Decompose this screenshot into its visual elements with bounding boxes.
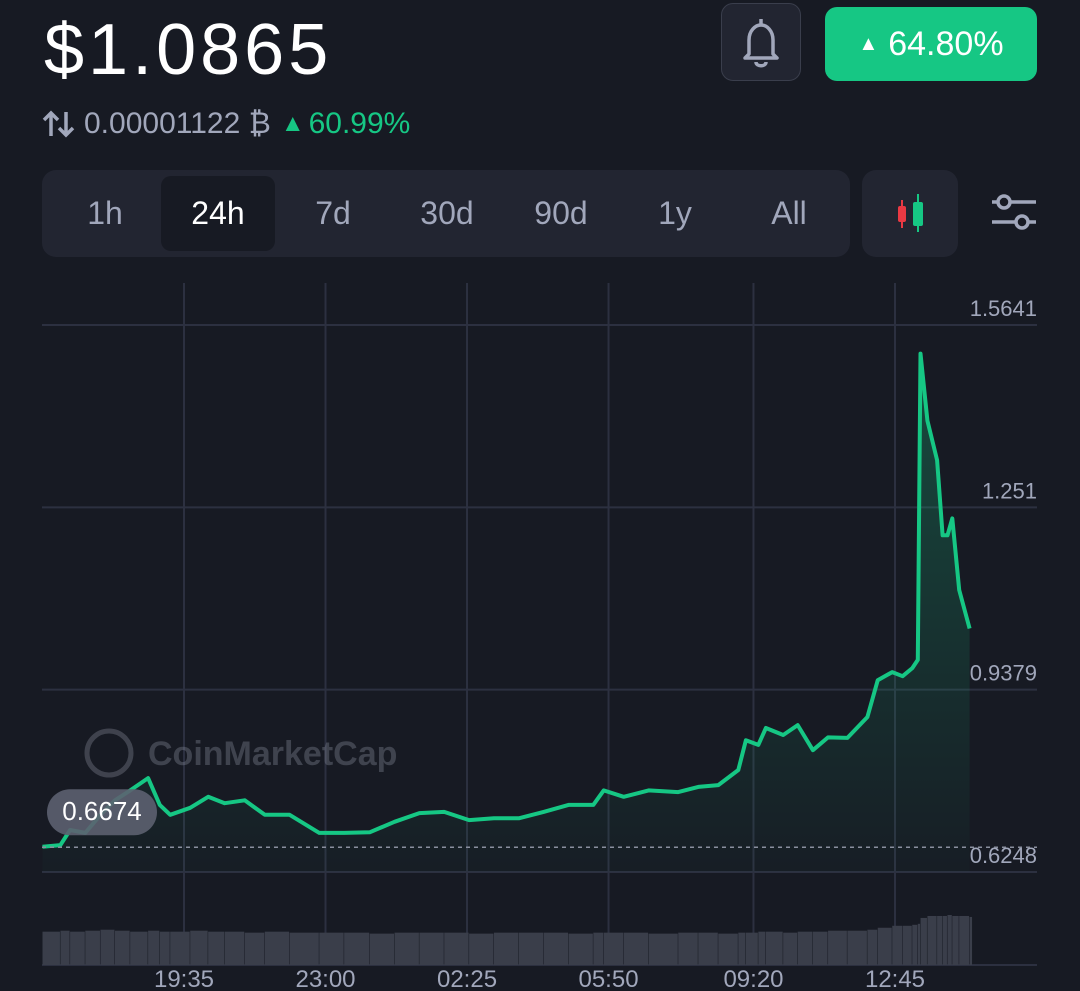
range-tab[interactable]: 7d xyxy=(315,195,351,231)
volume-bar xyxy=(765,931,783,965)
range-tab[interactable]: 1y xyxy=(658,195,692,231)
x-tick-label: 05:50 xyxy=(578,966,638,991)
btc-row: 0.00001122 ₿ ▲ 60.99% xyxy=(42,104,410,144)
candle-toggle[interactable] xyxy=(862,170,958,257)
volume-bar xyxy=(877,927,892,965)
volume-bar xyxy=(319,932,344,965)
swap-icon xyxy=(42,110,75,138)
volume-bar xyxy=(828,930,847,965)
volume-bar xyxy=(745,932,758,965)
volume-bar xyxy=(603,932,624,965)
change-value: 64.80% xyxy=(888,24,1004,63)
y-tick-label: 0.9379 xyxy=(970,661,1037,686)
volume-bar xyxy=(289,932,319,965)
candle-icon xyxy=(898,194,923,232)
volume-bar xyxy=(927,915,937,965)
watermark: CoinMarketCap xyxy=(84,728,397,778)
volume-bar xyxy=(369,933,395,965)
volume-bar xyxy=(130,931,148,965)
volume-bar xyxy=(912,924,918,965)
x-tick-label: 09:20 xyxy=(723,966,783,991)
settings-icon xyxy=(992,194,1036,230)
volume-bar xyxy=(208,931,225,965)
volume-bar xyxy=(952,915,959,965)
volume-bar xyxy=(593,932,604,965)
range-tab[interactable]: 1h xyxy=(87,195,123,231)
volume-bar xyxy=(892,925,903,965)
alert-button[interactable] xyxy=(721,3,801,81)
volume-bar xyxy=(469,933,494,965)
range-tab[interactable]: 30d xyxy=(420,195,474,231)
range-tab[interactable]: All xyxy=(771,195,807,231)
volume-bar xyxy=(190,930,208,965)
volume-bar xyxy=(718,933,738,965)
x-tick-label: 12:45 xyxy=(865,966,925,991)
volume-bar xyxy=(100,929,115,965)
volume-bar xyxy=(867,929,878,965)
volume-bar xyxy=(902,925,912,965)
price: $1.0865 xyxy=(44,10,333,90)
btc-change: 60.99% xyxy=(308,107,411,140)
volume-bar xyxy=(244,932,265,965)
volume-bar xyxy=(698,932,718,965)
volume-bar xyxy=(493,932,519,965)
volume-bar xyxy=(568,933,593,965)
volume-bar xyxy=(623,932,649,965)
volume-bar xyxy=(224,931,245,965)
volume-bar xyxy=(738,932,746,965)
reference-label: 0.6674 xyxy=(62,796,142,826)
volume-bar xyxy=(394,932,419,965)
volume-bar xyxy=(758,931,766,965)
volume-bar xyxy=(797,931,813,965)
volume-bar xyxy=(60,930,70,965)
volume-bar xyxy=(264,931,290,965)
range-tabs: 1h 24h 7d 30d 90d 1y All xyxy=(42,170,850,257)
volume-bar xyxy=(783,932,798,965)
volume-bar xyxy=(678,932,698,965)
y-tick-label: 1.251 xyxy=(982,478,1037,503)
btc-up-arrow: ▲ xyxy=(280,110,305,137)
volume-bar xyxy=(42,931,60,965)
volume-bar xyxy=(70,931,85,965)
volume-bar xyxy=(419,932,444,965)
volume-bar xyxy=(847,930,867,965)
volume-bar xyxy=(170,931,190,965)
volume-bar xyxy=(920,917,927,965)
price-chart: 19:35 23:00 02:25 05:50 09:20 12:45 1.5641 1.25… xyxy=(42,283,1037,991)
y-tick-label: 1.5641 xyxy=(970,296,1037,321)
volume-bar xyxy=(812,931,828,965)
volume-bar xyxy=(648,933,678,965)
bell-icon xyxy=(743,19,779,68)
price-line xyxy=(42,351,972,849)
volume-bar xyxy=(518,932,544,965)
reference-chip xyxy=(47,789,157,836)
volume-bar xyxy=(159,931,170,965)
x-tick-label: 02:25 xyxy=(437,966,497,991)
volume-bar xyxy=(85,930,100,965)
volume-bar xyxy=(114,930,130,965)
price-area xyxy=(42,353,970,873)
volume-bar xyxy=(543,932,568,965)
volume-bar xyxy=(148,930,160,965)
volume-bar xyxy=(444,932,469,965)
range-tab[interactable]: 90d xyxy=(534,195,588,231)
volume-bar xyxy=(917,923,921,965)
volume-bar xyxy=(959,915,970,965)
volume-bar xyxy=(344,932,370,965)
volume-bar xyxy=(969,916,973,965)
volume-bar xyxy=(942,915,947,965)
change-badge[interactable]: ▲ 64.80% xyxy=(825,7,1037,81)
range-tab[interactable]: 24h xyxy=(161,176,275,251)
btc-price: 0.00001122 ₿ xyxy=(84,107,271,140)
up-arrow: ▲ xyxy=(858,32,879,55)
x-tick-label: 19:35 xyxy=(154,966,214,991)
volume-bar xyxy=(947,915,952,965)
settings-button[interactable] xyxy=(988,188,1040,236)
watermark-logo xyxy=(84,728,134,778)
watermark-text: CoinMarketCap xyxy=(148,735,397,773)
x-tick-label: 23:00 xyxy=(295,966,355,991)
volume-bar xyxy=(937,915,943,965)
